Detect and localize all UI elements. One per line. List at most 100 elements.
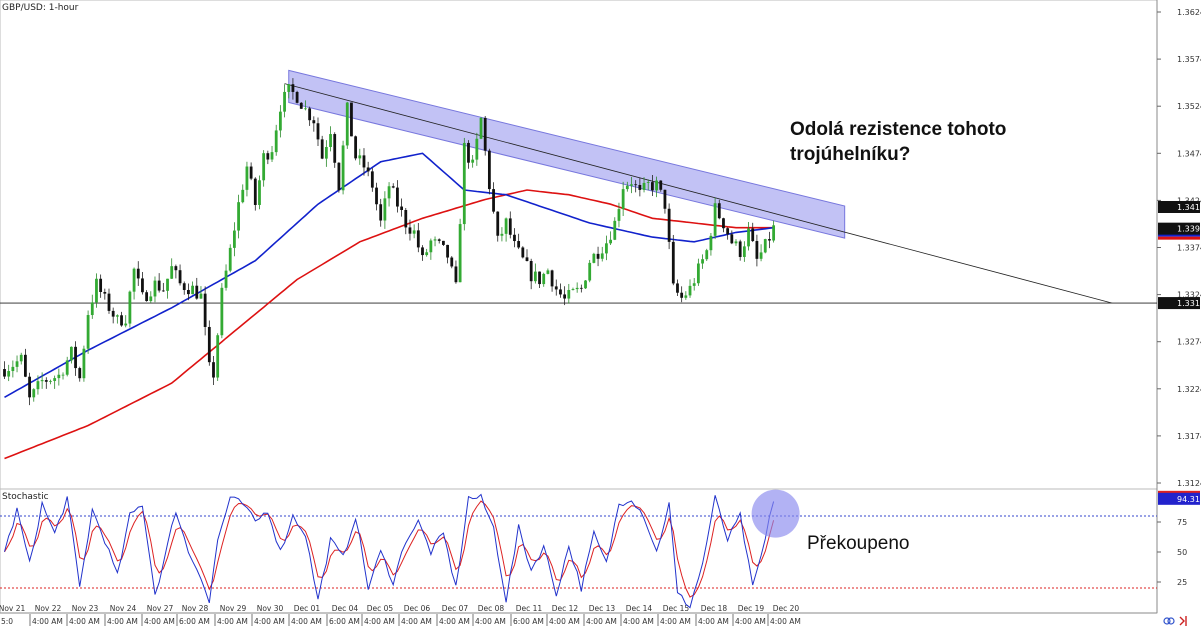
time-label: 4:00 AM <box>549 617 580 626</box>
price-tag-label: 1.3417 <box>1177 203 1201 212</box>
price-tick-label: 1.3174 <box>1177 432 1201 441</box>
candle-body <box>124 323 128 326</box>
candle-body <box>111 310 115 317</box>
candle-body <box>253 178 257 205</box>
candle-body <box>412 230 416 234</box>
price-tick-label: 1.3224 <box>1177 385 1201 394</box>
candle-body <box>684 295 688 298</box>
chart-title: GBP/USD: 1-hour <box>2 3 79 13</box>
candle-body <box>416 230 420 248</box>
candle-body <box>228 247 232 271</box>
date-label: Dec 13 <box>589 604 616 613</box>
candle-body <box>383 198 387 221</box>
candle-body <box>575 287 579 290</box>
candle-body <box>546 270 550 274</box>
price-tag-label: 1.3315 <box>1177 299 1201 308</box>
date-label: Dec 11 <box>516 604 543 613</box>
moving-average-red <box>4 189 774 460</box>
stoch-tick-label: 50 <box>1177 548 1187 557</box>
trendline[interactable] <box>284 83 1113 304</box>
date-label: Dec 01 <box>294 604 321 613</box>
candle-body <box>329 134 332 148</box>
date-label: Dec 15 <box>663 604 690 613</box>
candle-body <box>166 278 169 291</box>
candle-body <box>220 287 224 336</box>
candle-body <box>224 270 228 288</box>
candle-body <box>705 250 709 260</box>
candle-body <box>136 268 140 279</box>
candle-body <box>651 182 654 191</box>
candle-body <box>521 247 525 258</box>
candle-body <box>103 292 107 294</box>
candle-body <box>425 252 429 256</box>
candle-body <box>742 246 746 257</box>
price-axis: 1.3624 1.3574 1.3524 1.3474 1.3424 1.3374 1.33… <box>1157 8 1201 488</box>
candle-body <box>396 187 399 207</box>
candle-body <box>174 266 178 271</box>
expand-arrow-icon[interactable] <box>1179 616 1187 626</box>
candle-body <box>274 130 278 153</box>
descending-trendline[interactable] <box>284 83 1113 304</box>
date-label: Dec 12 <box>552 604 579 613</box>
candle-body <box>312 120 316 124</box>
ma-blue-tag <box>1158 233 1200 237</box>
candle-body <box>391 186 395 188</box>
candle-body <box>40 380 44 382</box>
candle-body <box>44 380 48 382</box>
price-tick-label: 1.3274 <box>1177 338 1201 347</box>
candle-body <box>722 218 725 229</box>
candle-body <box>500 233 504 236</box>
candle-body <box>132 268 136 292</box>
candle-body <box>400 206 403 210</box>
candle-body <box>483 117 487 151</box>
candle-body <box>366 167 370 172</box>
time-label: 4:00 AM <box>698 617 729 626</box>
candle-body <box>69 346 73 361</box>
candle-body <box>592 253 596 263</box>
candle-body <box>86 315 90 349</box>
stochastic-panel[interactable] <box>0 488 1158 614</box>
resistance-question-line2: trojúhelníku? <box>790 144 910 165</box>
time-label: 4:00 AM <box>770 617 801 626</box>
time-label: 4:00 AM <box>475 617 506 626</box>
candle-body <box>730 234 734 244</box>
candle-body <box>659 180 663 190</box>
candle-body <box>337 162 341 191</box>
candle-body <box>625 185 629 190</box>
time-label: 4:00 AM <box>291 617 322 626</box>
time-label: 6:00 AM <box>329 617 360 626</box>
link-icon[interactable] <box>1163 617 1175 625</box>
candle-body <box>579 287 583 289</box>
ma-red-tag <box>1158 236 1200 240</box>
candle-body <box>141 278 144 293</box>
price-tick-label: 1.3374 <box>1177 244 1201 253</box>
candle-body <box>688 285 692 296</box>
candle-body <box>120 315 123 326</box>
candle-body <box>676 283 679 293</box>
price-tags: 1.3417 1.3394 1.3315 94.31 <box>1158 200 1201 505</box>
candle-body <box>584 280 587 289</box>
date-label: Dec 04 <box>332 604 359 613</box>
date-label: Nov 29 <box>220 604 247 613</box>
candle-body <box>404 209 408 228</box>
stochastic-k-line <box>4 493 775 609</box>
candle-body <box>508 218 512 235</box>
price-tag-label: 1.3394 <box>1177 225 1201 234</box>
date-label: Dec 18 <box>701 604 728 613</box>
candle-body <box>655 180 658 191</box>
candle-body <box>161 290 165 292</box>
date-label: Dec 20 <box>773 604 800 613</box>
candle-body <box>567 289 571 299</box>
time-label: 4:00 AM <box>144 617 175 626</box>
price-panel[interactable] <box>0 0 1158 490</box>
moving-averages <box>4 152 774 460</box>
date-label: Dec 08 <box>478 604 505 613</box>
candle-body <box>278 111 282 131</box>
stochastic-axis: 75 50 25 <box>0 515 1187 589</box>
time-label: 4:00 AM <box>364 617 395 626</box>
candle-body <box>11 366 15 372</box>
time-label: 4:00 AM <box>107 617 138 626</box>
date-label: Dec 14 <box>626 604 653 613</box>
candle-body <box>533 271 537 282</box>
